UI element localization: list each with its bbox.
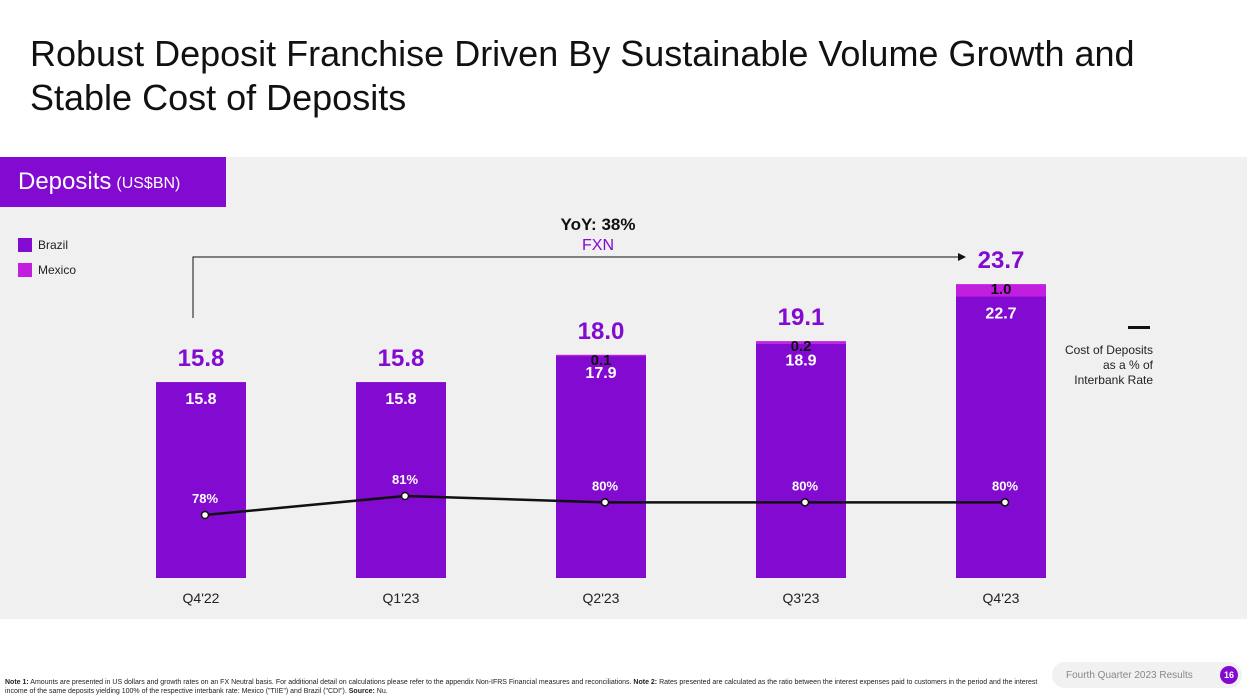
bar-label-brazil: 15.8 <box>385 391 416 408</box>
section-tab: Deposits (US$BN) <box>0 157 226 207</box>
bar-total-label: 15.8 <box>178 345 225 372</box>
yoy-arrow-line <box>192 256 958 318</box>
line-legend: Cost of Deposits as a % of Interbank Rat… <box>1058 326 1153 388</box>
chart-legend: Brazil Mexico <box>18 232 76 282</box>
bar-total-label: 18.0 <box>578 318 625 345</box>
legend-swatch-brazil <box>18 237 32 252</box>
footnote-source-text: Nu. <box>376 688 388 695</box>
page-number: 16 <box>1220 666 1238 684</box>
line-point <box>200 510 210 520</box>
footer-badge: Fourth Quarter 2023 Results 16 <box>1052 662 1242 688</box>
bar-label-mexico: 1.0 <box>991 281 1012 298</box>
yoy-growth-callout: YoY: 38% FXN <box>538 214 658 256</box>
footnote: Note 1: Amounts are presented in US doll… <box>5 678 1050 696</box>
line-point <box>800 498 810 507</box>
legend-item-brazil: Brazil <box>18 232 76 257</box>
bar-label-mexico: 0.2 <box>791 338 812 355</box>
line-legend-label: Cost of Deposits as a % of Interbank Rat… <box>1064 343 1153 387</box>
bar-label-brazil: 15.8 <box>185 391 216 408</box>
footnote-note2-text: Rates presented are calculated as the ra… <box>5 679 1038 695</box>
x-tick-label: Q4'22 <box>183 590 220 606</box>
bar-total-label: 19.1 <box>778 304 825 331</box>
bar-mexico <box>756 341 846 344</box>
line-point-label: 80% <box>792 478 818 493</box>
yoy-arrow-head <box>958 253 966 261</box>
footnote-note2-label: Note 2: <box>633 679 658 686</box>
bar-total-label: 15.8 <box>378 345 425 372</box>
legend-item-mexico: Mexico <box>18 257 76 282</box>
x-tick-label: Q1'23 <box>383 590 420 606</box>
page-title: Robust Deposit Franchise Driven By Susta… <box>30 33 1135 118</box>
footer-label: Fourth Quarter 2023 Results <box>1066 669 1193 681</box>
legend-label-mexico: Mexico <box>38 262 77 277</box>
bar-label-brazil: 17.9 <box>585 365 616 382</box>
section-label: Deposits <box>18 168 112 195</box>
x-tick-label: Q2'23 <box>583 590 620 606</box>
line-point-label: 80% <box>592 478 618 493</box>
footnote-source-label: Source: <box>348 688 375 695</box>
bar-brazil <box>556 356 646 578</box>
bar-mexico <box>556 354 646 357</box>
footnote-note1-label: Note 1: <box>5 679 29 686</box>
line-point <box>1000 498 1010 507</box>
bar-label-brazil: 18.9 <box>785 353 816 370</box>
yoy-sublabel: FXN <box>582 237 614 254</box>
line-legend-dash <box>1128 326 1150 329</box>
bar-brazil <box>756 343 846 578</box>
legend-label-brazil: Brazil <box>38 237 69 252</box>
x-tick-label: Q4'23 <box>983 590 1020 606</box>
x-tick-label: Q3'23 <box>783 590 820 606</box>
line-point <box>600 498 610 507</box>
line-point <box>400 491 410 501</box>
line-point-label: 80% <box>992 478 1018 493</box>
footnote-note1-text: Amounts are presented in US dollars and … <box>30 679 632 686</box>
line-point-label: 78% <box>192 491 218 506</box>
bar-brazil <box>956 296 1046 578</box>
legend-swatch-mexico <box>18 262 32 277</box>
section-unit: (US$BN) <box>116 175 181 192</box>
bar-brazil <box>156 382 246 578</box>
bar-brazil <box>356 382 446 578</box>
bar-mexico <box>956 284 1046 297</box>
line-point-label: 81% <box>392 472 418 487</box>
bar-label-brazil: 22.7 <box>985 306 1016 323</box>
bar-total-label: 23.7 <box>978 247 1025 274</box>
yoy-label: YoY: 38% <box>560 215 636 234</box>
bar-label-mexico: 0.1 <box>591 352 612 369</box>
